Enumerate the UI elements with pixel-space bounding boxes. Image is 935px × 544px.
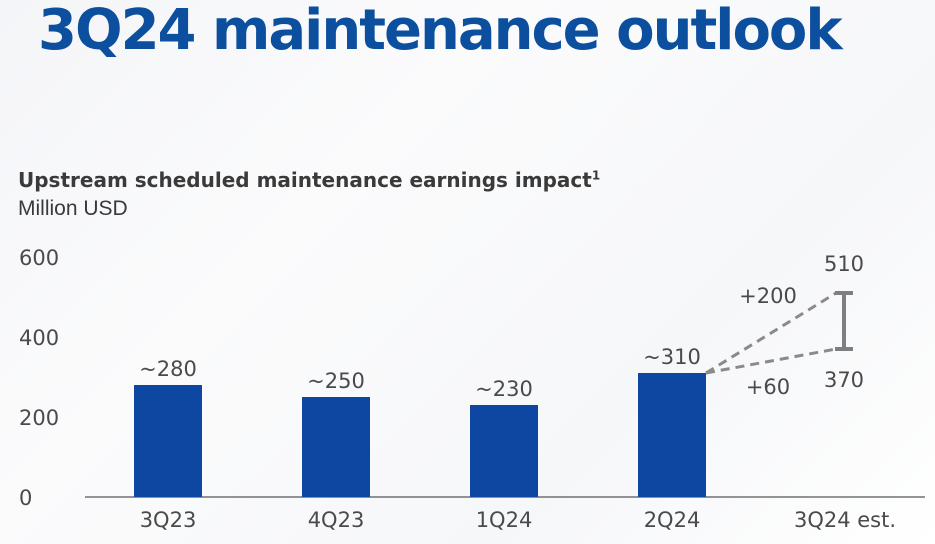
- estimate-low-delta-label: +60: [746, 375, 790, 399]
- estimate-low-dashed-line: [705, 347, 837, 375]
- x-tick-label: 1Q24: [476, 508, 533, 532]
- y-tick-label: 600: [19, 246, 59, 270]
- y-tick-label: 0: [19, 486, 32, 510]
- bar: [470, 405, 538, 497]
- estimate-high-delta-label: +200: [739, 284, 797, 308]
- chart-unit-label: Million USD: [18, 197, 128, 220]
- bar-value-label: ~250: [307, 369, 365, 393]
- chart-title-footnote: 1: [591, 168, 601, 183]
- y-tick-label: 200: [19, 406, 59, 430]
- page-title: 3Q24 maintenance outlook: [38, 0, 843, 63]
- bar-value-label: ~280: [139, 357, 197, 381]
- x-tick-label: 3Q23: [140, 508, 197, 532]
- x-tick-label: 4Q23: [308, 508, 365, 532]
- bar-value-label: ~230: [475, 377, 533, 401]
- chart-title: Upstream scheduled maintenance earnings …: [18, 168, 600, 192]
- x-tick-label: 3Q24 est.: [794, 508, 896, 532]
- y-tick-label: 400: [19, 326, 59, 350]
- bar: [638, 373, 706, 497]
- estimate-high-label: 510: [824, 252, 864, 276]
- estimate-high-dashed-line: [705, 291, 837, 375]
- x-tick-label: 2Q24: [644, 508, 701, 532]
- estimate-low-label: 370: [824, 368, 864, 392]
- bar: [134, 385, 202, 497]
- bar-value-label: ~310: [643, 345, 701, 369]
- bar: [302, 397, 370, 497]
- chart-title-text: Upstream scheduled maintenance earnings …: [18, 168, 592, 192]
